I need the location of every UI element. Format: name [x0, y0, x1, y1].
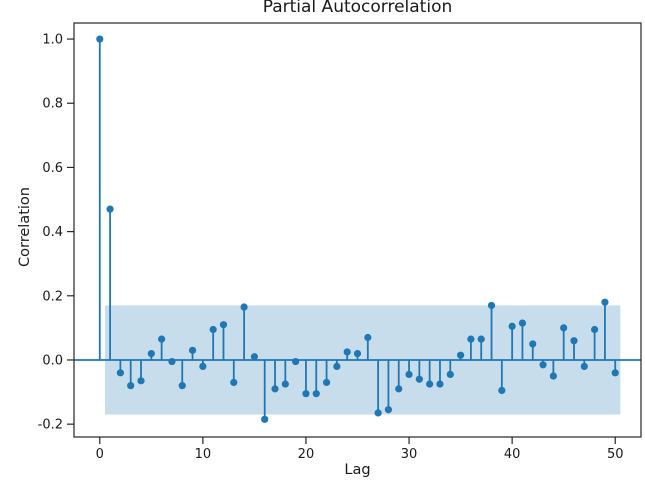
- stem-marker: [127, 382, 135, 390]
- stem-marker: [405, 370, 413, 379]
- stem-marker: [240, 303, 248, 311]
- stem-marker: [436, 380, 444, 388]
- stem-marker: [219, 321, 228, 329]
- y-tick-label: 0.6: [42, 161, 63, 176]
- stem-marker: [230, 378, 238, 387]
- stem-marker: [591, 325, 599, 334]
- x-axis-label: Lag: [344, 462, 371, 478]
- y-tick-label: -0.2: [38, 418, 63, 433]
- stem-marker: [271, 385, 279, 393]
- stem-marker: [498, 386, 506, 395]
- stem-marker: [292, 357, 300, 366]
- stem-marker: [426, 380, 434, 388]
- stem-marker: [560, 324, 568, 332]
- stem-marker: [508, 322, 516, 330]
- axes-spines: [73, 22, 642, 438]
- stem-marker: [487, 301, 496, 310]
- stem-marker: [456, 351, 465, 359]
- x-tick-label: 0: [96, 447, 104, 462]
- stem-marker: [467, 335, 475, 343]
- stem-marker: [477, 335, 485, 343]
- stem-marker: [353, 349, 362, 358]
- x-tick-label: 10: [195, 447, 212, 462]
- stem-marker: [415, 375, 423, 383]
- y-tick-label: 0.4: [42, 225, 63, 240]
- stem-marker: [96, 35, 104, 43]
- stem-marker: [209, 325, 217, 334]
- stem-marker: [312, 390, 320, 398]
- x-tick-label: 40: [504, 447, 521, 462]
- stem-marker: [116, 369, 124, 377]
- stem-marker: [168, 357, 176, 366]
- stem-marker: [281, 380, 289, 388]
- y-tick-label: 1.0: [42, 33, 63, 48]
- y-tick-label: 0.0: [42, 353, 63, 368]
- stem-marker: [333, 362, 341, 370]
- y-tick-label: 0.2: [42, 289, 63, 304]
- x-tick-label: 20: [298, 447, 315, 462]
- stem-marker: [188, 346, 197, 354]
- stem-marker: [178, 382, 186, 390]
- stem-marker: [199, 362, 207, 370]
- stem-marker: [364, 333, 372, 342]
- stem-marker: [549, 372, 557, 380]
- stem-marker: [395, 385, 403, 393]
- x-tick-label: 30: [401, 447, 418, 462]
- stem-marker: [106, 205, 114, 213]
- stem-marker: [147, 349, 155, 358]
- stem-marker: [384, 406, 393, 414]
- stem-marker: [601, 298, 609, 306]
- y-tick-label: 0.8: [42, 97, 63, 112]
- stem-marker: [446, 370, 454, 379]
- stem-marker: [261, 415, 269, 423]
- stem-marker: [250, 353, 259, 361]
- x-tick-label: 50: [607, 447, 624, 462]
- stem-marker: [570, 337, 578, 345]
- stem-marker: [158, 335, 166, 343]
- stem-marker: [137, 377, 145, 385]
- stem-marker: [302, 390, 310, 398]
- stem-marker: [611, 369, 619, 377]
- stem-marker: [580, 362, 588, 370]
- chart-title: Partial Autocorrelation: [262, 0, 453, 17]
- stem-marker: [529, 340, 537, 348]
- stem-marker: [322, 378, 331, 387]
- stem-marker: [343, 348, 351, 356]
- stem-marker: [539, 361, 547, 369]
- stem-marker: [374, 409, 382, 417]
- stem-marker: [518, 319, 527, 327]
